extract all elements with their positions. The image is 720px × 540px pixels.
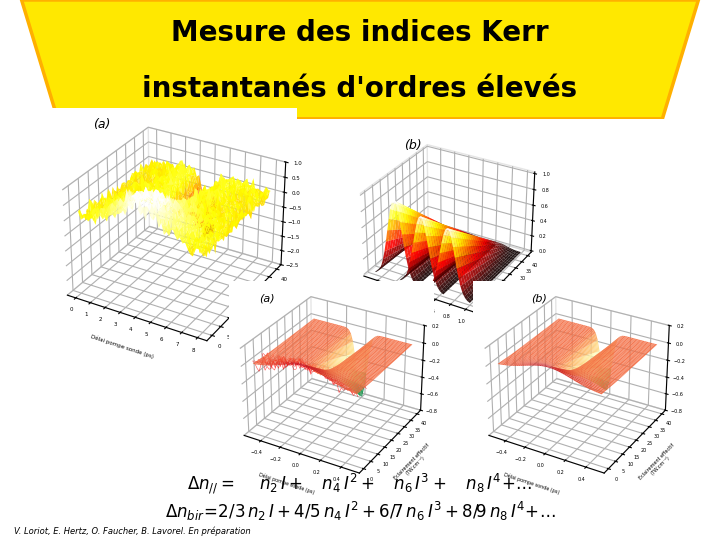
X-axis label: Délai pompe sonde (ps): Délai pompe sonde (ps) (258, 471, 315, 495)
Text: $\Delta n_{bir}\!=\!2/3\,n_2\, I + 4/5\,n_4\, I^2 + 6/7\,n_6\, I^3 + 8/9\,n_8\, : $\Delta n_{bir}\!=\!2/3\,n_2\, I + 4/5\,… (164, 500, 556, 523)
X-axis label: Délai pompe sonde (ps): Délai pompe sonde (ps) (89, 334, 154, 360)
Text: V. Loriot, E. Hertz, O. Faucher, B. Lavorel. En préparation: V. Loriot, E. Hertz, O. Faucher, B. Lavo… (14, 526, 251, 536)
Y-axis label: Éclairement effectif
(TW.cm⁻²): Éclairement effectif (TW.cm⁻²) (393, 442, 435, 484)
Text: (a): (a) (259, 293, 275, 303)
X-axis label: Délai pompe sonde (ps): Délai pompe sonde (ps) (503, 471, 560, 495)
Text: instantanés d'ordres élevés: instantanés d'ordres élevés (143, 75, 577, 103)
Polygon shape (22, 0, 698, 119)
Y-axis label: Éclairement effectif
(TW.cm⁻²): Éclairement effectif (TW.cm⁻²) (245, 301, 292, 348)
Text: Mesure des indices Kerr: Mesure des indices Kerr (171, 19, 549, 48)
Text: (a): (a) (94, 118, 111, 131)
Text: $\Delta n_{//} = \quad\ n_2\, I +\quad n_4\, I^2 +\quad n_6\, I^3 +\quad n_8\, I: $\Delta n_{//} = \quad\ n_2\, I +\quad n… (187, 471, 533, 496)
Y-axis label: Éclairement effectif
(TW.cm⁻²): Éclairement effectif (TW.cm⁻²) (638, 442, 680, 484)
Text: (b): (b) (531, 293, 546, 303)
Text: (b): (b) (404, 139, 421, 152)
